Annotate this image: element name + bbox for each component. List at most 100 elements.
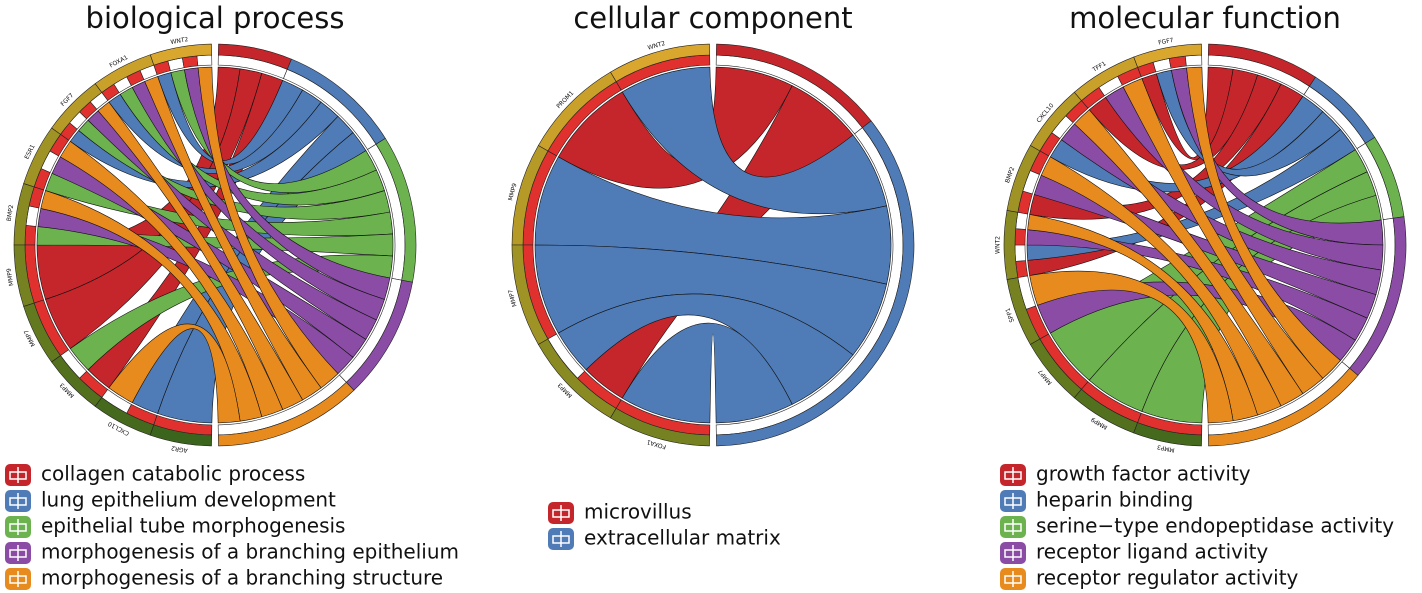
gene-label: AGR2 <box>170 444 188 454</box>
panel-title: biological process <box>86 1 345 35</box>
chord-ribbon <box>1027 214 1258 422</box>
term-ring <box>1208 367 1359 447</box>
legend-glyph <box>9 493 27 509</box>
gene-label: FGF7 <box>1158 37 1175 47</box>
chord-ribbon <box>108 323 241 424</box>
chord-ribbon <box>59 140 284 418</box>
legend-icon <box>5 516 31 538</box>
gene-ring <box>610 43 710 82</box>
gene-label: WNT2 <box>647 40 666 52</box>
legend-icon <box>1000 568 1026 590</box>
legend-icon <box>1000 542 1026 564</box>
chord-ribbon <box>557 293 854 405</box>
legend-label: growth factor activity <box>1036 462 1251 486</box>
gene-ring <box>51 83 103 135</box>
legend-label: morphogenesis of a branching structure <box>41 566 443 590</box>
gene-ring <box>1003 210 1019 280</box>
legend-glyph <box>1004 467 1022 483</box>
gene-ring <box>1133 422 1202 447</box>
legend-glyph <box>552 531 570 547</box>
gene-ring <box>511 145 549 246</box>
gene-label: MMP9 <box>6 268 16 287</box>
gene-label: MMP7 <box>507 288 518 307</box>
gene-ring <box>94 54 155 93</box>
gene-ring <box>1133 43 1202 68</box>
legend-glyph <box>552 505 570 521</box>
gene-ring <box>610 408 710 447</box>
gene-fc-cell <box>24 225 37 246</box>
gene-ring <box>1029 338 1082 399</box>
legend-label: heparin binding <box>1036 488 1193 512</box>
gene-ring <box>149 43 212 66</box>
legend-label: receptor regulator activity <box>1036 566 1299 590</box>
gene-ring <box>94 397 155 436</box>
gene-ring <box>537 71 617 152</box>
gene-ring <box>23 302 61 363</box>
legend-icon <box>5 464 31 486</box>
chord-ribbon <box>144 76 322 401</box>
gene-label: MMP3 <box>1156 443 1175 453</box>
chord-ribbon <box>621 322 793 424</box>
term-ring <box>218 381 355 447</box>
gene-ring <box>511 244 549 345</box>
legend-label: extracellular matrix <box>584 526 781 550</box>
legend-glyph <box>1004 519 1022 535</box>
legend-label: collagen catabolic process <box>41 462 305 486</box>
legend-icon <box>1000 490 1026 512</box>
chord-ribbon <box>197 66 339 389</box>
legend-icon <box>548 528 574 550</box>
legend-label: receptor ligand activity <box>1036 540 1268 564</box>
chord-ribbon <box>1029 270 1234 424</box>
gene-fc-cell <box>1184 54 1203 67</box>
gene-ring <box>1073 388 1138 434</box>
gene-ring <box>1006 145 1041 213</box>
gene-ring <box>51 355 103 407</box>
gene-ring <box>1073 56 1138 102</box>
chord-ribbon <box>1074 109 1304 407</box>
gene-label: WNT2 <box>995 236 1002 254</box>
gene-ring <box>149 424 212 447</box>
gene-label: BMP2 <box>6 204 16 222</box>
legend-label: epithelial tube morphogenesis <box>41 514 345 538</box>
gene-fc-cell <box>196 54 213 67</box>
gene-label: MMP9 <box>507 182 518 201</box>
legend-glyph <box>9 545 27 561</box>
chord-ribbon <box>97 101 304 411</box>
legend-glyph <box>9 467 27 483</box>
chord-ribbon <box>621 66 887 215</box>
chord-ribbon <box>40 190 263 422</box>
chord-panel: biological processWNT2FOXA1FGF7ESR1BMP2M… <box>5 1 459 590</box>
gene-ring <box>13 183 35 246</box>
gene-ring <box>23 127 61 188</box>
gene-fc-cell <box>1014 228 1026 246</box>
chord-ribbon <box>1040 156 1282 416</box>
legend-icon <box>5 490 31 512</box>
panel-title: cellular component <box>573 1 852 35</box>
legend-label: serine−type endopeptidase activity <box>1036 514 1394 538</box>
gene-label: WNT2 <box>170 36 189 46</box>
chord-panel: molecular functionFGF7TFF1CXCL10BMP2WNT2… <box>995 1 1407 590</box>
gene-ring <box>537 338 617 419</box>
legend-label: microvillus <box>584 500 692 524</box>
legend-icon <box>548 502 574 524</box>
gene-label: SPP1 <box>1004 307 1016 324</box>
legend-glyph <box>1004 545 1022 561</box>
gene-ring <box>1029 91 1082 152</box>
gene-ring <box>13 244 35 307</box>
legend-glyph <box>9 519 27 535</box>
gene-ring <box>1006 277 1041 345</box>
chord-ribbon <box>1122 78 1324 395</box>
panel-title: molecular function <box>1069 1 1341 35</box>
legend-icon <box>5 542 31 564</box>
legend-glyph <box>9 571 27 587</box>
legend-glyph <box>1004 571 1022 587</box>
legend-glyph <box>1004 493 1022 509</box>
legend-icon <box>1000 464 1026 486</box>
chord-ribbon <box>1186 66 1341 379</box>
chord-ribbon <box>1141 66 1234 160</box>
chord-panel: cellular componentWNT2PROM1MMP9MMP7MMP3F… <box>507 1 915 550</box>
legend-icon <box>1000 516 1026 538</box>
legend-label: morphogenesis of a branching epithelium <box>41 540 459 564</box>
legend-label: lung epithelium development <box>41 488 336 512</box>
